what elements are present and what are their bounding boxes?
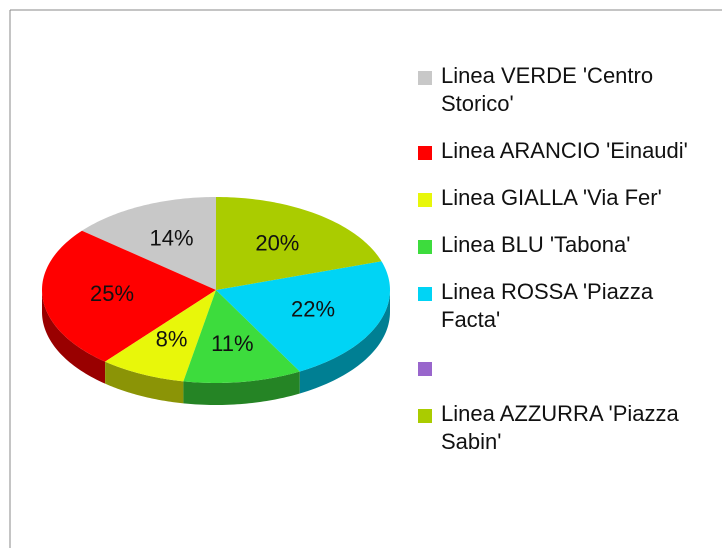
legend-label: Linea VERDE 'Centro Storico' <box>441 63 654 116</box>
slice <box>105 290 216 382</box>
legend-label: Linea ARANCIO 'Einaudi' <box>441 138 688 163</box>
data-label: 8% <box>156 326 188 351</box>
legend-label: Linea AZZURRA 'Piazza Sabin' <box>441 401 679 454</box>
legend-swatch <box>418 287 432 301</box>
data-label: 22% <box>291 296 335 321</box>
legend-label: Linea ROSSA 'Piazza Facta' <box>441 279 654 332</box>
slice <box>216 197 382 290</box>
slice <box>183 290 300 383</box>
slice-side <box>299 290 390 394</box>
legend-label: Linea GIALLA 'Via Fer' <box>441 185 662 210</box>
legend-swatch <box>418 240 432 254</box>
legend-swatch <box>418 362 432 376</box>
data-label: 25% <box>90 281 134 306</box>
slice-side <box>105 361 184 404</box>
legend-swatch <box>418 409 432 423</box>
data-label: 20% <box>255 231 299 256</box>
slice <box>216 261 390 372</box>
data-label: 11% <box>211 331 253 356</box>
slice-side <box>42 290 106 384</box>
legend-label: Linea BLU 'Tabona' <box>441 232 631 257</box>
legend-swatch <box>418 193 432 207</box>
legend-swatch <box>418 146 432 160</box>
slice <box>42 230 217 362</box>
legend-swatch <box>418 71 432 85</box>
data-label: 14% <box>150 225 194 250</box>
slice <box>81 197 216 290</box>
slice-side <box>183 371 300 405</box>
